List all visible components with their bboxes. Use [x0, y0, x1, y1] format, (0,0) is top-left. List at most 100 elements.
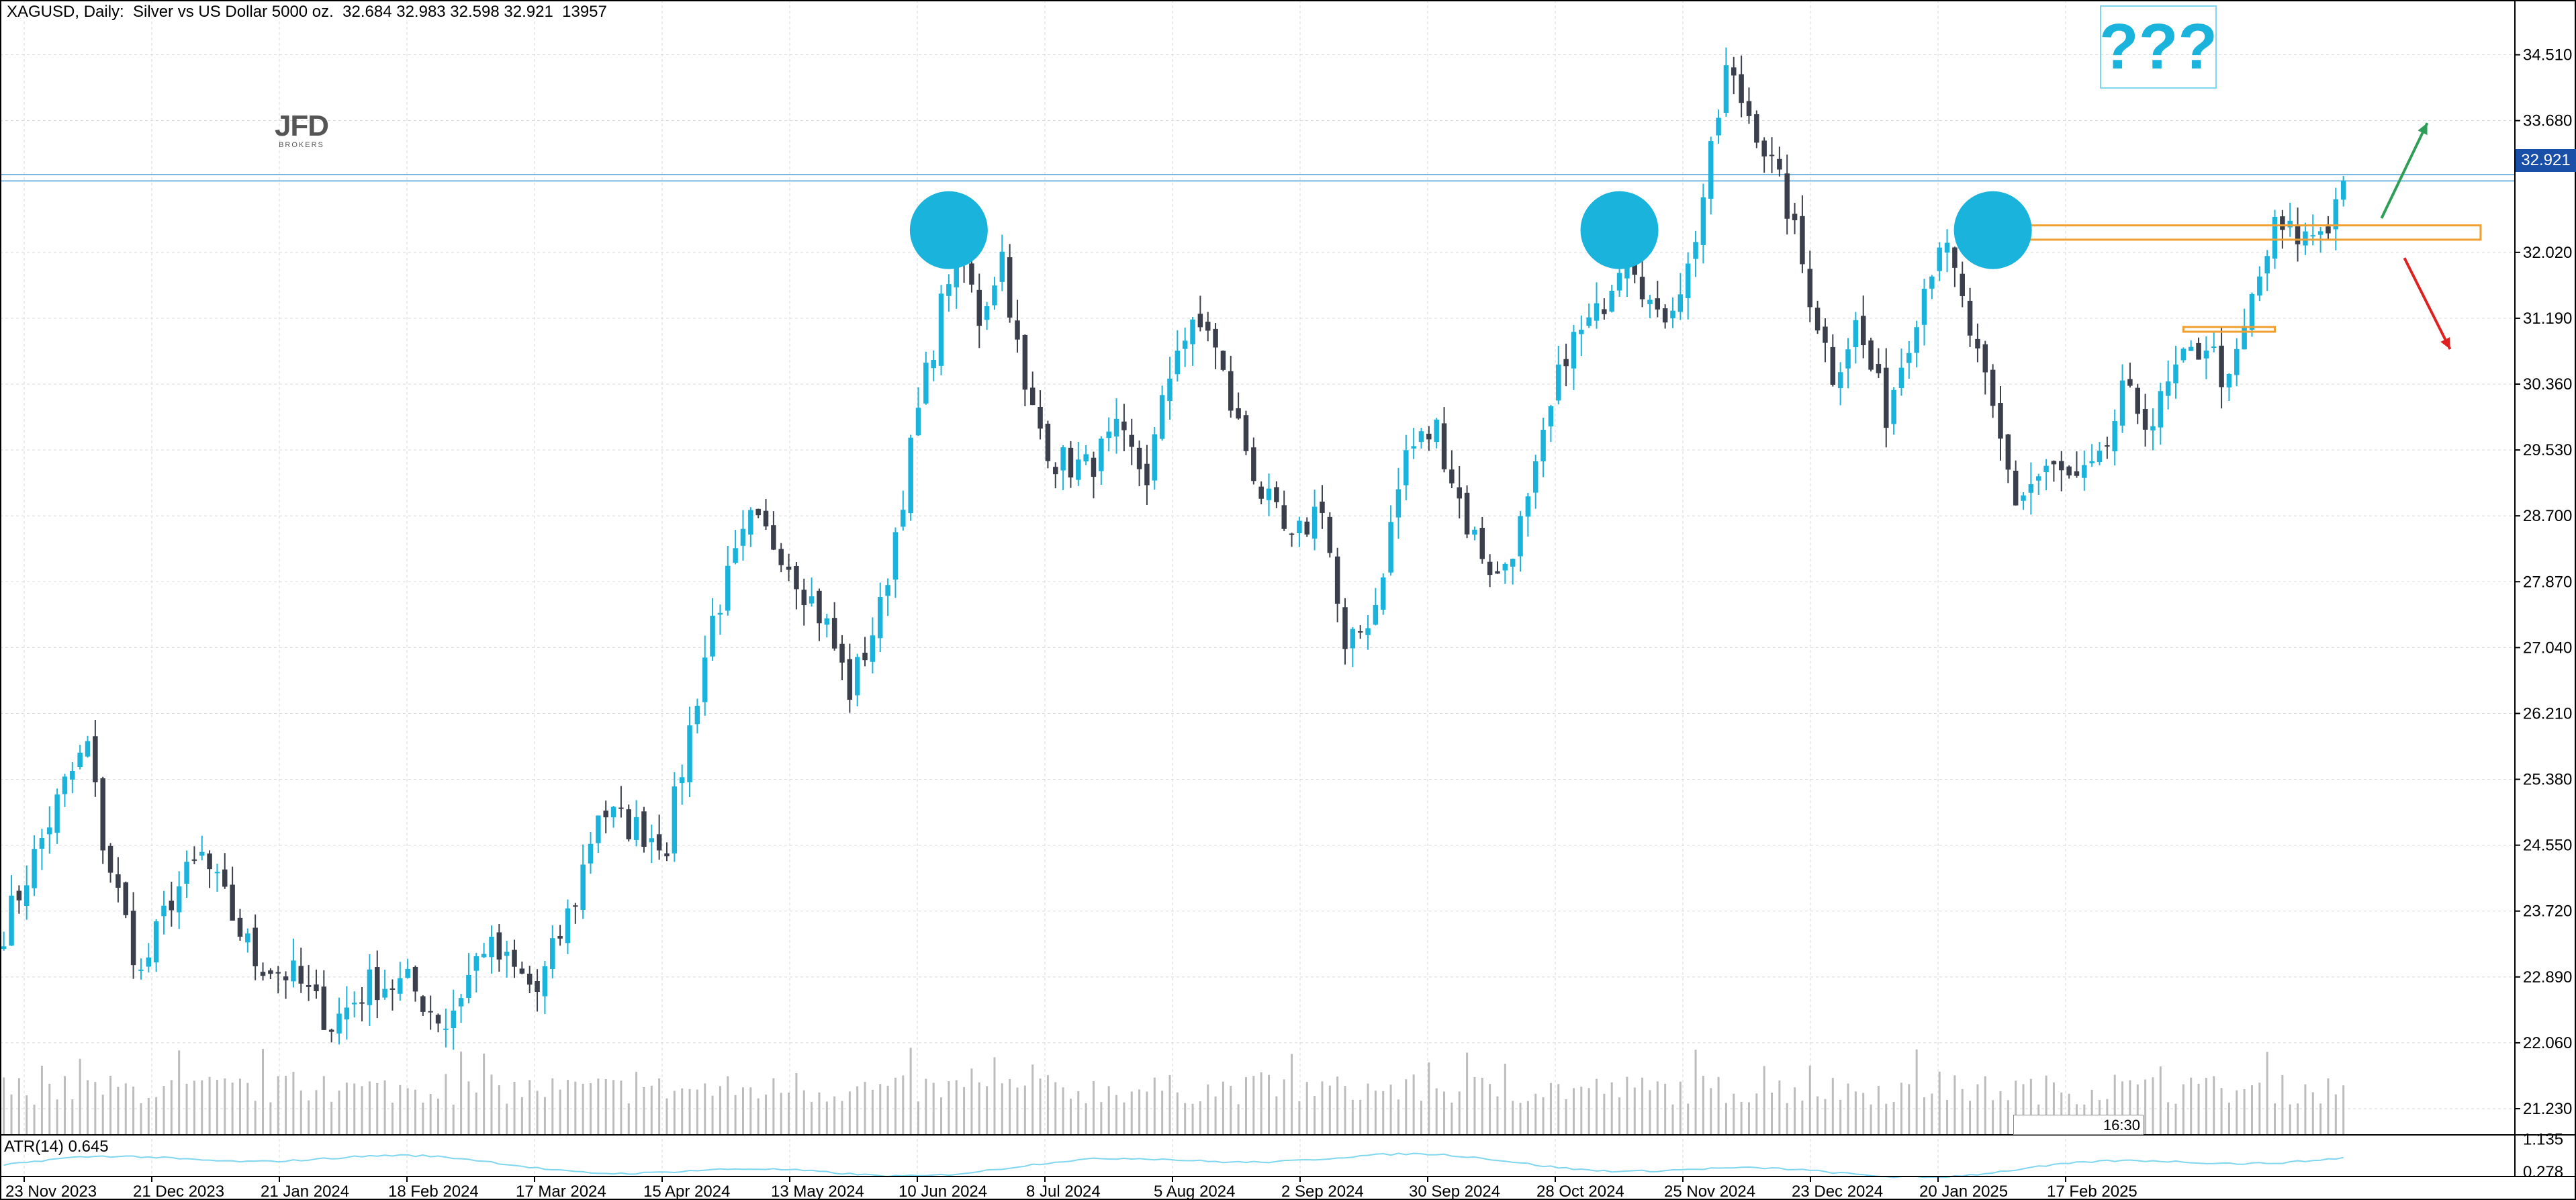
- candle-body: [314, 984, 319, 992]
- candle-body: [1152, 434, 1158, 481]
- candle-body: [1708, 141, 1714, 199]
- candle-body: [1258, 486, 1264, 499]
- candle-body: [892, 532, 899, 580]
- candle-body: [1898, 367, 1904, 388]
- candle-body: [771, 525, 776, 550]
- candle-body: [1297, 520, 1302, 533]
- candle-body: [1823, 326, 1828, 343]
- candle-body: [1213, 328, 1218, 348]
- candle-body: [2142, 408, 2148, 430]
- candle-body: [2249, 293, 2255, 330]
- candle-body: [1418, 431, 1424, 443]
- candle-body: [1609, 290, 1614, 312]
- atr-line: [3, 1152, 2344, 1179]
- down-arrow-line: [2403, 257, 2452, 350]
- time-tick-label: 18 Feb 2024: [388, 1183, 479, 1200]
- candle-body: [1937, 247, 1942, 271]
- candle-body: [1015, 320, 1020, 340]
- candle-body: [489, 936, 494, 958]
- candle-body: [1693, 242, 1698, 259]
- candle-body: [39, 838, 45, 849]
- candle-body: [2082, 465, 2087, 478]
- candle-body: [2211, 346, 2217, 348]
- candle-body: [2188, 347, 2194, 351]
- candle-body: [1921, 289, 1927, 325]
- candle-body: [1998, 403, 2003, 439]
- candle-body: [702, 657, 708, 702]
- candle-body: [191, 859, 197, 861]
- up-arrow-head: [2418, 123, 2428, 136]
- candle-body: [1144, 463, 1150, 486]
- candle-body: [733, 548, 738, 563]
- candle-body: [2340, 181, 2346, 200]
- candle-body: [214, 872, 220, 874]
- candle-body: [946, 284, 952, 296]
- candle-body: [389, 988, 396, 990]
- candle-body: [1677, 294, 1684, 312]
- scenario-arrows: [2380, 122, 2452, 350]
- candle-body: [481, 954, 487, 958]
- candle-body: [878, 597, 883, 639]
- candle-body: [93, 736, 98, 782]
- candle-body: [1837, 372, 1843, 389]
- zone-rect: [2182, 326, 2276, 333]
- candle-body: [1357, 631, 1363, 633]
- candle-body: [801, 590, 807, 606]
- price-tick-label: 21.230: [2523, 1100, 2572, 1118]
- candle-body: [1830, 347, 1836, 385]
- resistance-circles: [909, 191, 2032, 269]
- candle-body: [146, 957, 152, 967]
- candle-body: [85, 741, 91, 757]
- candle-body: [1685, 263, 1691, 298]
- candle-body: [931, 360, 936, 369]
- resistance-circle: [1953, 191, 2032, 269]
- candle-body: [1106, 431, 1111, 439]
- candle-body: [9, 895, 14, 946]
- time-tick-label: 5 Aug 2024: [1154, 1183, 1235, 1200]
- candle-body: [2127, 379, 2133, 386]
- broker-logo: JFD BROKERS: [271, 111, 332, 150]
- candle-body: [504, 952, 510, 956]
- candle-body: [618, 807, 624, 809]
- candle-body: [573, 905, 578, 907]
- chart-grid: [0, 0, 2515, 1176]
- candle-body: [1784, 173, 1790, 219]
- time-tick-label: 30 Sep 2024: [1409, 1183, 1500, 1200]
- candle-body: [2089, 461, 2095, 463]
- candle-body: [1487, 561, 1493, 575]
- candle-body: [847, 659, 853, 700]
- price-tick-label: 22.060: [2523, 1034, 2572, 1052]
- candle-body: [375, 967, 380, 1001]
- candle-body: [54, 794, 60, 833]
- time-tick-label: 10 Jun 2024: [899, 1183, 987, 1200]
- candle-body: [245, 933, 250, 943]
- price-tick-label: 23.720: [2523, 903, 2572, 921]
- candle-body: [809, 596, 815, 604]
- candle-body: [2173, 364, 2178, 383]
- candle-body: [2180, 349, 2187, 361]
- candle-body: [451, 1010, 456, 1028]
- candle-body: [435, 1015, 441, 1024]
- candle-body: [2021, 495, 2026, 501]
- candle-body: [1792, 214, 1798, 220]
- candle-body: [1022, 334, 1028, 390]
- candle-body: [1304, 521, 1310, 535]
- candle-body: [2059, 461, 2064, 471]
- candle-body: [1320, 501, 1325, 513]
- price-tick-label: 25.380: [2523, 771, 2572, 789]
- candle-body: [321, 986, 327, 1030]
- candle-body: [1967, 300, 1973, 336]
- candle-body: [1129, 434, 1134, 447]
- candle-body: [1845, 349, 1851, 369]
- candle-body: [717, 612, 723, 615]
- candle-body: [161, 905, 167, 917]
- candle-body: [1434, 419, 1439, 443]
- candle-body: [2310, 235, 2316, 237]
- candle-body: [1342, 607, 1348, 649]
- candle-body: [1175, 351, 1181, 375]
- candle-body: [626, 809, 631, 839]
- question-annotation[interactable]: ???: [2099, 5, 2217, 89]
- candle-body: [1754, 114, 1759, 143]
